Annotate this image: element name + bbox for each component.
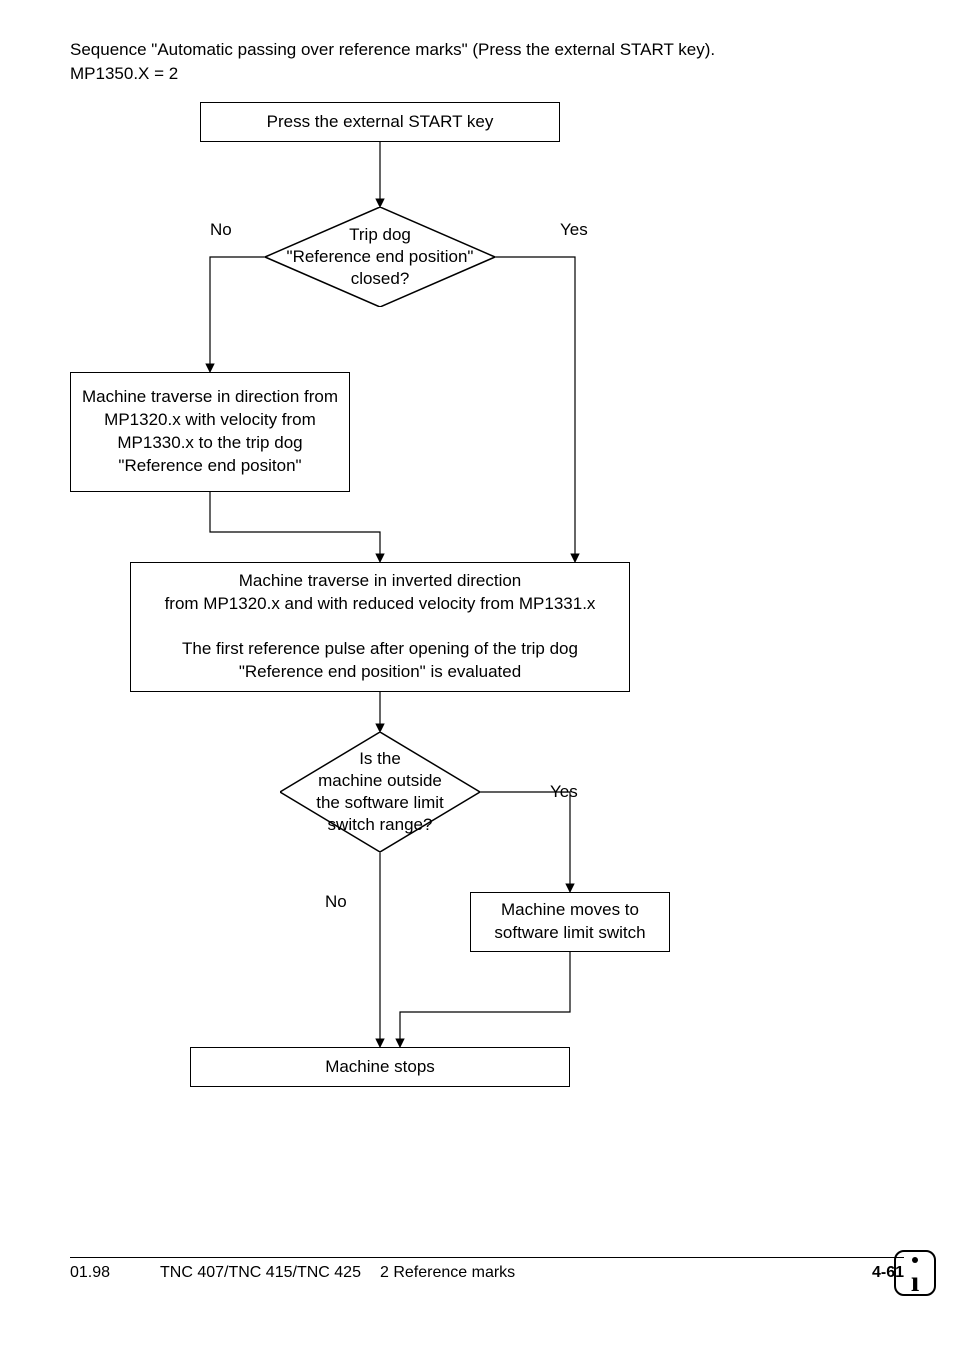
- intro-line-1: Sequence "Automatic passing over referen…: [70, 40, 884, 60]
- flow-node-d2: Is themachine outsidethe software limits…: [280, 732, 480, 852]
- flow-node-d1: Trip dog"Reference end position"closed?: [265, 207, 495, 307]
- footer-date: 01.98: [70, 1264, 160, 1282]
- info-icon: ı: [894, 1250, 936, 1296]
- flow-label-d1_no: No: [210, 220, 232, 240]
- flow-edge: [495, 257, 575, 562]
- flowchart: Press the external START key Trip dog"Ref…: [70, 102, 890, 1152]
- flow-edge: [210, 257, 265, 372]
- flow-node-stop: Machine stops: [190, 1047, 570, 1087]
- page: Sequence "Automatic passing over referen…: [0, 0, 954, 1346]
- flow-label-d1_yes: Yes: [560, 220, 588, 240]
- flow-label-d2_no: No: [325, 892, 347, 912]
- page-footer: 01.98 TNC 407/TNC 415/TNC 425 2 Referenc…: [70, 1257, 904, 1282]
- flow-node-p2: Machine traverse in inverted directionfr…: [130, 562, 630, 692]
- flow-node-p1: Machine traverse in direction fromMP1320…: [70, 372, 350, 492]
- flow-node-p3: Machine moves tosoftware limit switch: [470, 892, 670, 952]
- flow-edge: [400, 952, 570, 1047]
- intro-text: Sequence "Automatic passing over referen…: [70, 40, 884, 84]
- intro-line-2: MP1350.X = 2: [70, 64, 884, 84]
- flow-node-start: Press the external START key: [200, 102, 560, 142]
- flow-edge: [210, 492, 380, 562]
- footer-model: TNC 407/TNC 415/TNC 425: [160, 1264, 380, 1282]
- flow-label-d2_yes: Yes: [550, 782, 578, 802]
- footer-section: 2 Reference marks: [380, 1264, 872, 1282]
- flow-edge: [480, 792, 570, 892]
